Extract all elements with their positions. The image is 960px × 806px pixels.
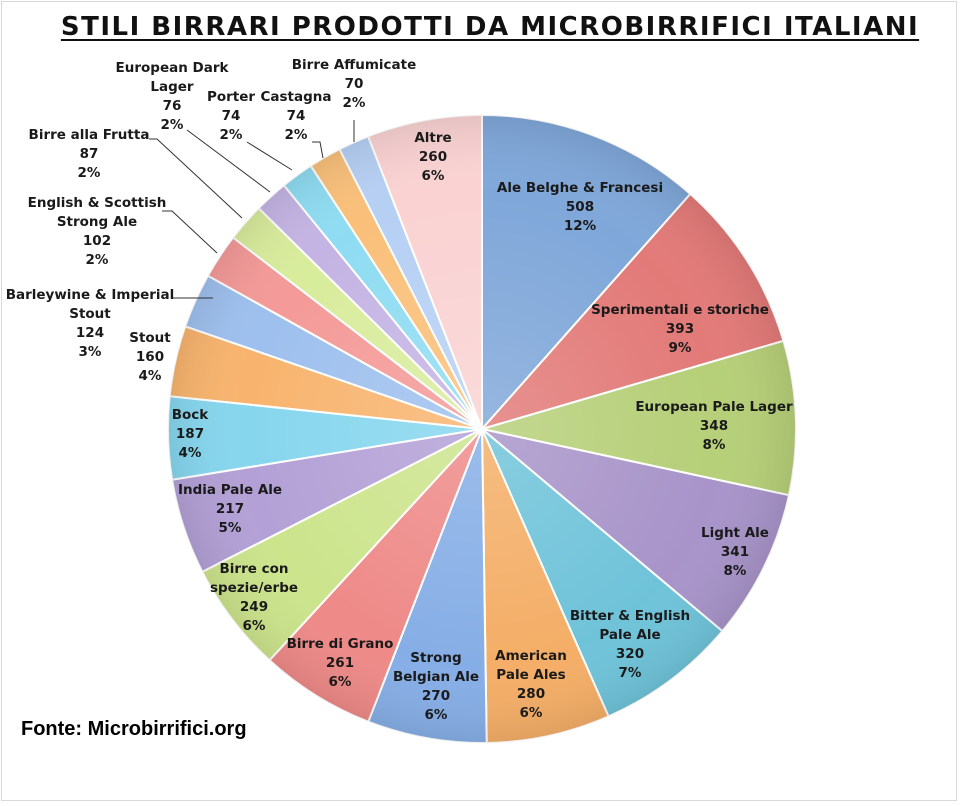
slice-label-value: 70 — [345, 76, 364, 92]
slice-label-name: Bitter & English — [570, 608, 690, 624]
slice-label-name: Strong Ale — [57, 214, 137, 230]
slice-label-name: Birre Affumicate — [292, 57, 417, 73]
slice-label-percent: 4% — [139, 368, 162, 384]
leader-lines — [149, 120, 355, 299]
slice-label-name: Altre — [414, 130, 451, 146]
slice-label: Ale Belghe & Francesi 508 12% — [497, 180, 663, 234]
slice-label-percent: 8% — [703, 437, 726, 453]
slice-label-name: Castagna — [260, 89, 331, 105]
slice-label-value: 217 — [216, 501, 244, 517]
slice-label-name: Birre di Grano — [287, 636, 394, 652]
slice-label-name: Stout — [69, 306, 111, 322]
slice-label-name: Birre alla Frutta — [29, 127, 150, 143]
slice-label: Birre alla Frutta 87 2% — [29, 127, 150, 181]
slice-label-value: 393 — [666, 321, 694, 337]
slice-label-value: 348 — [700, 418, 728, 434]
slice-label: European Dark Lager 76 2% — [116, 60, 230, 133]
slice-label-name: Pale Ale — [599, 627, 660, 643]
leader-line — [246, 141, 293, 171]
slice-label-name: American — [495, 648, 567, 664]
slice-label: Sperimentali e storiche 393 9% — [591, 302, 769, 356]
slice-label-value: 124 — [76, 325, 104, 341]
slice-label-percent: 2% — [343, 95, 366, 111]
leader-line — [149, 138, 243, 219]
slice-label-name: Pale Ales — [496, 667, 565, 683]
slice-label-name: English & Scottish — [28, 195, 167, 211]
slice-label-percent: 2% — [220, 127, 243, 143]
slice-label: Birre Affumicate 70 2% — [292, 57, 417, 111]
slice-label: India Pale Ale 217 5% — [178, 482, 282, 536]
slice-label-name: Bock — [172, 407, 210, 423]
slice-label-percent: 6% — [329, 674, 352, 690]
slice-label-name: Barleywine & Imperial — [6, 287, 175, 303]
slice-label-percent: 8% — [724, 563, 747, 579]
slice-label: Bock 187 4% — [172, 407, 210, 461]
slice-label-value: 260 — [419, 149, 447, 165]
slice-label-value: 280 — [517, 686, 545, 702]
slice-label-value: 102 — [83, 233, 111, 249]
slice-label: Birre con spezie/erbe 249 6% — [210, 561, 298, 634]
slice-label-value: 249 — [240, 599, 268, 615]
slice-label: Strong Belgian Ale 270 6% — [393, 650, 479, 723]
slice-label-percent: 4% — [179, 445, 202, 461]
slice-label-percent: 2% — [78, 165, 101, 181]
slice-label-name: Sperimentali e storiche — [591, 302, 769, 318]
leader-line — [186, 129, 271, 193]
slice-label-value: 187 — [176, 426, 204, 442]
slice-label-name: Ale Belghe & Francesi — [497, 180, 663, 196]
slice-label: European Pale Lager 348 8% — [635, 399, 793, 453]
slice-label-percent: 5% — [219, 520, 242, 536]
slice-label-value: 261 — [326, 655, 354, 671]
slice-label: Light Ale 341 8% — [701, 525, 769, 579]
source-note: Fonte: Microbirrifici.org — [21, 718, 247, 740]
slice-label-percent: 2% — [285, 127, 308, 143]
slice-label-value: 270 — [422, 688, 450, 704]
chart-title: STILI BIRRARI PRODOTTI DA MICROBIRRIFICI… — [60, 12, 920, 42]
slice-label: Bitter & English Pale Ale 320 7% — [570, 608, 690, 681]
slice-label-value: 87 — [80, 146, 99, 162]
slice-label-percent: 2% — [161, 117, 184, 133]
slice-label-name: India Pale Ale — [178, 482, 282, 498]
slice-label-value: 74 — [222, 108, 241, 124]
slice-label: Altre 260 6% — [414, 130, 451, 184]
slice-label-name: Stout — [129, 330, 171, 346]
slice-label-value: 341 — [721, 544, 749, 560]
slice-label-name: spezie/erbe — [210, 580, 298, 596]
slice-label-percent: 6% — [520, 705, 543, 721]
slice-label-name: European Dark — [116, 60, 230, 76]
slice-label-percent: 6% — [425, 707, 448, 723]
slice-label-percent: 6% — [243, 618, 266, 634]
slice-label: American Pale Ales 280 6% — [495, 648, 567, 721]
slice-label-value: 76 — [163, 98, 182, 114]
slice-label: Castagna 74 2% — [260, 89, 331, 143]
slice-label: Barleywine & Imperial Stout 124 3% — [6, 287, 175, 360]
leader-line — [312, 141, 324, 159]
slice-label-value: 508 — [566, 199, 594, 215]
slice-label-name: Lager — [150, 79, 194, 95]
slice-label-name: Porter — [207, 89, 255, 105]
slice-label-name: Strong — [410, 650, 461, 666]
slice-label: Stout 160 4% — [129, 330, 171, 384]
slice-label-value: 320 — [616, 646, 644, 662]
slice-label-name: Light Ale — [701, 525, 769, 541]
slice-label: Porter 74 2% — [207, 89, 255, 143]
slice-label-percent: 7% — [619, 665, 642, 681]
slice-label-name: European Pale Lager — [635, 399, 793, 415]
slice-label-value: 160 — [136, 349, 164, 365]
slice-label-value: 74 — [287, 108, 306, 124]
slice-label-percent: 2% — [86, 252, 109, 268]
leader-line — [162, 210, 218, 254]
slice-labels: Ale Belghe & Francesi 508 12% Sperimentali … — [6, 57, 793, 723]
slice-label-percent: 3% — [79, 344, 102, 360]
slice-label-name: Birre con — [220, 561, 289, 577]
slice-label-percent: 9% — [669, 340, 692, 356]
slice-label: Birre di Grano 261 6% — [287, 636, 394, 690]
slice-label-name: Belgian Ale — [393, 669, 479, 685]
slice-label: English & Scottish Strong Ale 102 2% — [28, 195, 167, 268]
slice-label-percent: 6% — [422, 168, 445, 184]
slice-label-percent: 12% — [564, 218, 597, 234]
